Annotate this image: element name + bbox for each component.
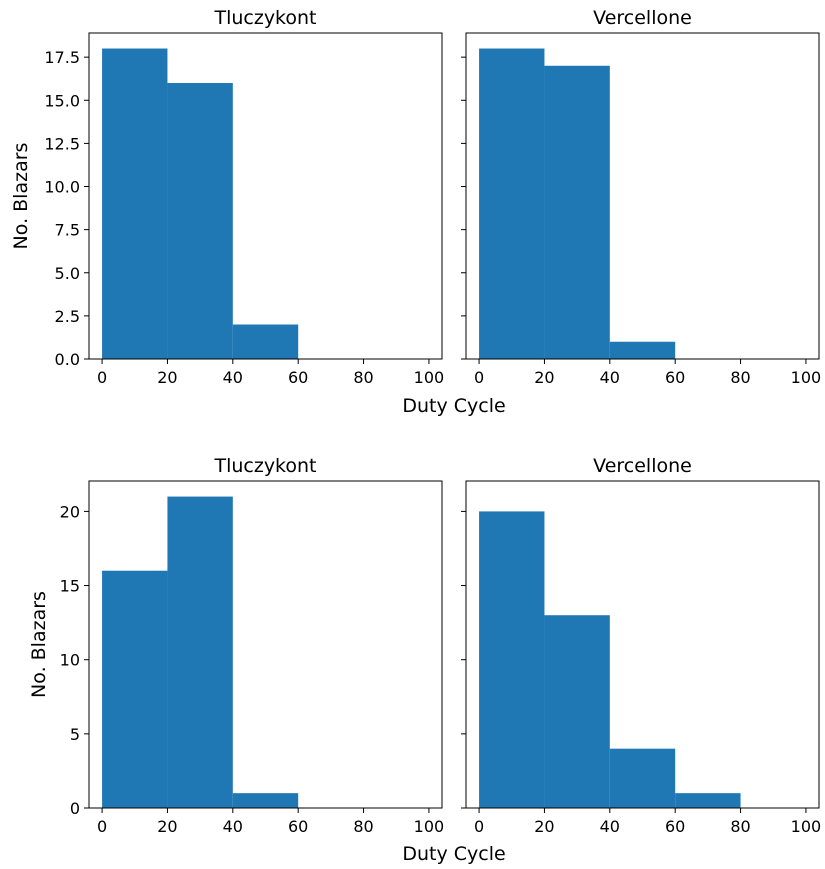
subplot-2: 0 20 40 60 80 100 Vercellone [461, 7, 821, 387]
x-tick-label: 60 [665, 817, 685, 836]
y-tick-label: 5 [70, 725, 80, 744]
shared-xlabel-top: Duty Cycle [402, 395, 505, 417]
x-tick-label: 0 [474, 817, 484, 836]
x-tick-label: 80 [353, 817, 373, 836]
x-tick-label: 100 [791, 817, 822, 836]
y-axis-label: No. Blazars [10, 143, 32, 250]
x-tick-label: 80 [730, 368, 750, 387]
x-tick-label: 40 [223, 817, 243, 836]
histogram-bar [609, 341, 676, 359]
x-tick-label: 80 [730, 817, 750, 836]
x-tick-label: 20 [534, 817, 554, 836]
histogram-bar [167, 496, 233, 808]
histogram-bar [544, 615, 610, 808]
y-tick-label: 5.0 [55, 264, 80, 283]
x-tick-label: 60 [665, 368, 685, 387]
axes-frame [88, 32, 443, 360]
subplot-3: 0 20 40 60 80 100 0 5 10 15 20 Tluczykont No. Blazar… [28, 455, 444, 836]
x-tick-label: 0 [97, 368, 107, 387]
subplot-title: Vercellone [593, 455, 692, 477]
x-tick-label: 100 [791, 368, 822, 387]
subplot-title: Tluczykont [213, 455, 316, 477]
x-tick-label: 60 [288, 817, 308, 836]
subplot-4: 0 20 40 60 80 100 Vercellone [461, 455, 821, 836]
x-tick-label: 20 [157, 368, 177, 387]
axes-frame [465, 32, 820, 360]
subplot-title: Tluczykont [213, 7, 316, 29]
y-tick-label: 2.5 [55, 307, 80, 326]
y-tick-label: 15.0 [44, 91, 80, 110]
x-tick-label: 20 [534, 368, 554, 387]
histogram-bar [232, 324, 299, 359]
subplot-1: 0 20 40 60 80 100 0.0 2.5 5.0 7.5 10.0 12.5 15.0 17.5… [10, 7, 444, 387]
y-tick-label: 10 [60, 651, 80, 670]
y-tick-label: 20 [60, 502, 80, 521]
histogram-bar [232, 793, 299, 808]
y-tick-label: 0.0 [55, 350, 80, 369]
y-axis-label: No. Blazars [28, 591, 50, 698]
x-tick-label: 40 [600, 817, 620, 836]
x-tick-label: 100 [414, 817, 445, 836]
y-tick-label: 0 [70, 799, 80, 818]
x-tick-label: 40 [223, 368, 243, 387]
histogram-bar [102, 570, 168, 808]
x-tick-label: 60 [288, 368, 308, 387]
y-tick-label: 17.5 [44, 48, 80, 67]
histogram-bar [675, 793, 741, 808]
x-tick-label: 0 [97, 817, 107, 836]
histogram-bar [167, 83, 233, 359]
histogram-bar [102, 48, 168, 360]
axes-frame [88, 480, 443, 809]
x-tick-label: 100 [414, 368, 445, 387]
histogram-bar [609, 748, 676, 808]
shared-xlabel-bottom: Duty Cycle [402, 843, 505, 865]
y-tick-label: 15 [60, 577, 80, 596]
histogram-bar [544, 65, 610, 359]
histogram-bar [479, 511, 545, 808]
y-tick-label: 12.5 [44, 134, 80, 153]
histogram-bar [479, 48, 545, 360]
x-tick-label: 40 [600, 368, 620, 387]
y-tick-label: 7.5 [55, 221, 80, 240]
x-tick-label: 80 [353, 368, 373, 387]
x-tick-label: 0 [474, 368, 484, 387]
y-tick-label: 10.0 [44, 178, 80, 197]
axes-frame [465, 480, 820, 809]
x-tick-label: 20 [157, 817, 177, 836]
subplot-title: Vercellone [593, 7, 692, 29]
